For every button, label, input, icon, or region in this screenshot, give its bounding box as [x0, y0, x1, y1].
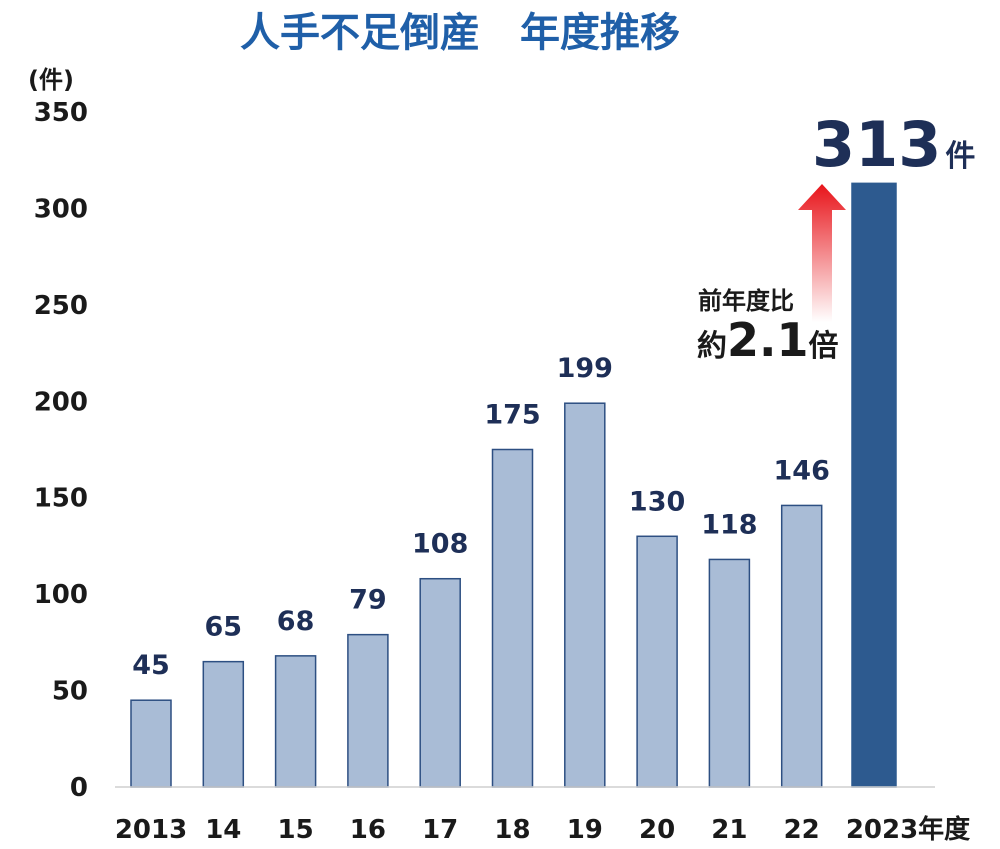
data-label: 118: [701, 509, 757, 540]
data-label: 146: [774, 455, 830, 486]
x-axis-ticks: 2013 14 15 16 17 18 19 20 21 22 2023年度: [115, 814, 970, 845]
annotation-value: 2.1: [727, 313, 809, 367]
bars: [130, 182, 897, 788]
data-label: 79: [349, 585, 387, 616]
x-tick-label: 2013: [115, 815, 187, 845]
highlight-unit: 件: [945, 139, 975, 174]
bar: [851, 182, 897, 788]
y-tick-label: 100: [34, 580, 88, 610]
annotation-prefix: 約: [697, 329, 727, 364]
growth-arrow: [798, 184, 846, 322]
highlight-label: 313 件: [812, 108, 975, 181]
x-tick-label: 17: [422, 815, 458, 845]
value-labels: 45 65 68 79 108 175 199 130 118 146: [132, 353, 830, 681]
x-tick-label: 21: [711, 815, 747, 845]
y-tick-label: 300: [34, 194, 88, 224]
x-tick-label: 22: [784, 815, 820, 845]
x-tick-label: 19: [567, 815, 603, 845]
y-tick-label: 50: [52, 677, 88, 707]
bar: [708, 558, 751, 788]
x-tick-label: 14: [205, 815, 241, 845]
data-label: 175: [484, 400, 540, 431]
x-tick-label: 16: [350, 815, 386, 845]
data-label: 108: [412, 529, 468, 560]
bar: [130, 699, 172, 788]
y-tick-label: 200: [34, 387, 88, 417]
y-axis-unit-label: (件): [28, 66, 74, 94]
x-tick-label: 2023年度: [846, 814, 970, 845]
y-tick-label: 350: [34, 98, 88, 128]
bar: [347, 633, 389, 788]
data-label: 45: [132, 650, 170, 681]
bar: [419, 577, 461, 788]
data-label: 130: [629, 486, 685, 517]
x-tick-label: 15: [278, 815, 314, 845]
y-tick-label: 250: [34, 291, 88, 321]
x-tick-label: 20: [639, 815, 675, 845]
x-tick-label: 18: [494, 815, 530, 845]
data-label: 68: [277, 606, 315, 637]
bar: [636, 535, 678, 788]
bar: [780, 504, 823, 788]
data-label: 199: [557, 353, 613, 384]
annotation-line2: 約2.1倍: [697, 313, 839, 367]
chart-title: 人手不足倒産 年度推移: [240, 10, 680, 56]
bar: [202, 660, 245, 788]
bar: [274, 655, 317, 788]
annotation-line1: 前年度比: [698, 287, 794, 315]
bar: [564, 402, 606, 788]
y-tick-label: 150: [34, 484, 88, 514]
highlight-value: 313: [812, 108, 941, 181]
bar: [491, 448, 534, 788]
data-label: 65: [205, 612, 243, 643]
annotation-suffix: 倍: [809, 329, 839, 364]
y-axis-ticks: 0 50 100 150 200 250 300 350: [34, 98, 88, 803]
y-tick-label: 0: [70, 773, 88, 803]
